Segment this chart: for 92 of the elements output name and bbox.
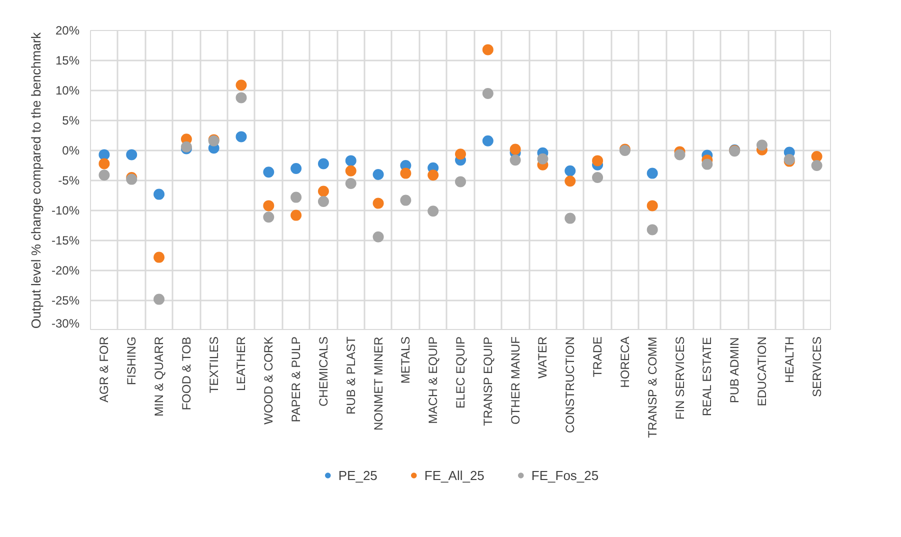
x-tick-label: AGR & FOR [97, 336, 112, 403]
point [564, 165, 576, 176]
point [372, 198, 384, 209]
point [482, 44, 494, 56]
point [290, 210, 302, 221]
y-tick-label: -5% [58, 174, 80, 188]
point [98, 149, 110, 160]
y-tick-label: -10% [51, 204, 80, 218]
x-tick-label: TEXTILES [206, 336, 221, 394]
x-tick-label: REAL ESTATE [700, 336, 714, 416]
x-tick-label: HORECA [618, 336, 632, 388]
y-tick-label: -20% [51, 264, 80, 278]
point [400, 194, 412, 206]
point [811, 160, 822, 171]
point [126, 149, 138, 160]
point [592, 172, 604, 183]
point [318, 196, 329, 207]
point [345, 165, 356, 176]
y-axis-title: Output level % change compared to the benchmark [28, 32, 44, 329]
y-tick-label: 10% [55, 84, 80, 98]
point [400, 168, 412, 179]
point [702, 158, 713, 170]
point [290, 163, 302, 174]
y-tick-label: -25% [51, 294, 80, 308]
x-tick-label: PAPER & PULP [289, 336, 304, 422]
point [510, 144, 521, 155]
y-tick-label: 15% [55, 54, 80, 68]
x-tick-label: LEATHER [234, 336, 248, 391]
point [154, 252, 165, 263]
point [154, 188, 165, 200]
point [345, 155, 356, 166]
x-tick-label: WATER [536, 336, 550, 378]
point [345, 178, 356, 189]
x-tick-label: ELEC EQUIP [454, 336, 468, 409]
x-tick-label: OTHER MANUF [508, 336, 522, 424]
x-tick-label: RUB & PLAST [344, 336, 358, 415]
point [756, 140, 768, 151]
legend-label: FE_All_25 [424, 468, 484, 482]
legend-label: FE_Fos_25 [531, 468, 599, 482]
x-tick-label: PUB ADMIN [728, 337, 742, 404]
point [482, 88, 494, 99]
point [263, 166, 274, 178]
point [537, 153, 548, 164]
y-tick-label: 0% [62, 144, 80, 158]
point [646, 168, 658, 179]
point [482, 135, 494, 146]
point [318, 158, 329, 170]
point [263, 212, 274, 223]
x-tick-label: WOOD & CORK [262, 336, 276, 424]
point [811, 151, 822, 162]
point [290, 192, 302, 203]
x-tick-label: FOOD & TOB [179, 336, 194, 410]
x-tick-label: TRANSP & COMM [645, 336, 660, 438]
point [236, 92, 247, 104]
x-tick-label: CONSTRUCTION [563, 336, 578, 434]
x-tick-label: METALS [398, 336, 413, 384]
y-tick-label: 20% [55, 24, 80, 38]
x-tick-label: SERVICES [810, 336, 824, 397]
y-tick-label: -15% [51, 234, 80, 248]
point [455, 176, 466, 188]
x-tick-label: EDUCATION [754, 336, 769, 406]
point [372, 231, 384, 242]
x-tick-label: MACH & EQUIP [426, 336, 440, 424]
x-tick-label: TRADE [590, 336, 605, 378]
point [318, 186, 329, 197]
x-tick-label: FISHING [124, 336, 139, 386]
point [674, 149, 686, 160]
x-tick-label: TRANSP EQUIP [480, 336, 495, 426]
point [98, 158, 110, 170]
y-tick-label: -30% [51, 316, 80, 330]
x-tick-label: FIN SERVICES [672, 336, 687, 420]
point [98, 170, 110, 181]
point [428, 170, 439, 181]
x-tick-label: MIN & QUARR [152, 336, 166, 417]
point [372, 169, 384, 180]
point [236, 131, 247, 142]
point [646, 200, 658, 212]
point [263, 200, 274, 212]
point [428, 206, 439, 217]
x-tick-label: CHEMICALS [316, 336, 330, 407]
point [646, 224, 658, 236]
point [236, 80, 247, 91]
y-tick-label: 5% [62, 114, 80, 128]
point [592, 155, 604, 166]
point [154, 294, 165, 305]
point [455, 148, 466, 160]
point [510, 154, 521, 166]
x-tick-label: HEALTH [782, 336, 796, 383]
legend-label: PE_25 [338, 468, 378, 482]
x-tick-label: NONMET MINER [371, 336, 386, 430]
point [564, 212, 576, 224]
point [564, 176, 576, 187]
